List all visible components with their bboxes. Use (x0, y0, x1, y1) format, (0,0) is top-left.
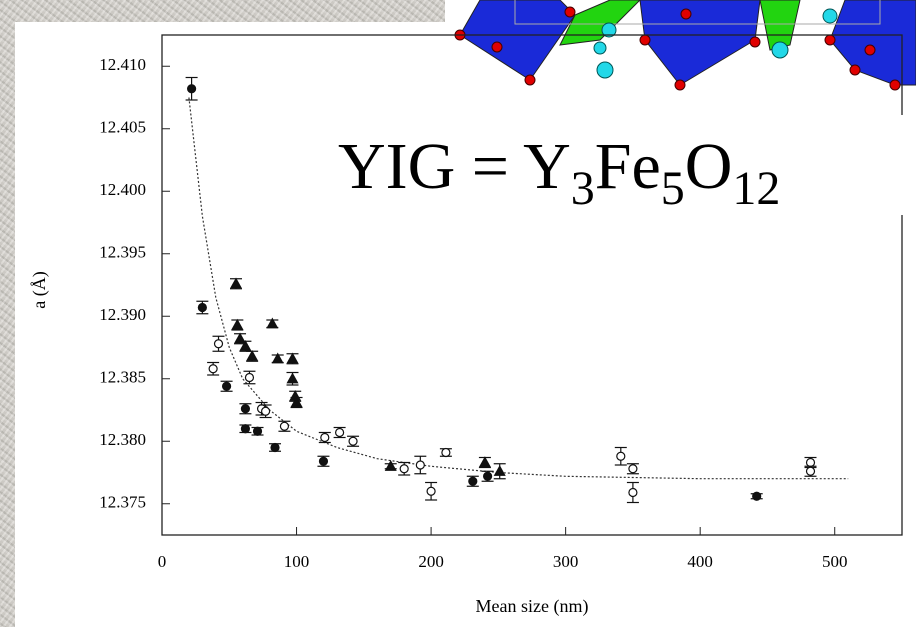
formula-text: O (685, 130, 733, 203)
point (246, 350, 259, 361)
unit-cell (514, 0, 881, 25)
point (290, 396, 303, 408)
point (244, 372, 255, 383)
formula-text: Fe (595, 130, 661, 203)
y-tick-label: 12.385 (99, 368, 146, 387)
point (335, 427, 345, 438)
annotation-background (330, 115, 905, 215)
y-tick-label: 12.395 (99, 243, 146, 262)
point (415, 460, 425, 470)
atom (889, 79, 901, 91)
point (493, 465, 506, 476)
atom (824, 34, 836, 46)
point (441, 447, 451, 458)
atom (596, 61, 614, 79)
atom (524, 74, 536, 86)
point (231, 318, 244, 330)
subscript: 5 (661, 162, 685, 215)
atom (864, 44, 876, 56)
atom (491, 41, 503, 53)
y-tick-label: 12.380 (99, 430, 146, 449)
atom (749, 36, 761, 48)
point (478, 456, 491, 468)
point (468, 476, 478, 486)
point (270, 442, 280, 453)
point (208, 364, 218, 374)
atom (593, 41, 607, 55)
point (271, 352, 284, 364)
x-tick-label: 400 (687, 552, 713, 571)
x-tick-label: 500 (822, 552, 848, 571)
y-tick-label: 12.375 (99, 493, 146, 512)
atom (849, 64, 861, 76)
x-axis-title: Mean size (nm) (476, 596, 589, 617)
atom (601, 22, 617, 38)
point (320, 432, 330, 443)
y-axis-title: a (Å) (29, 271, 50, 308)
point (252, 426, 263, 436)
atom (564, 6, 576, 18)
point (628, 464, 638, 474)
point (213, 339, 224, 349)
polyhedron (559, 0, 641, 46)
metal-atoms (593, 8, 838, 79)
x-tick-label: 0 (158, 552, 167, 571)
atom (674, 79, 686, 91)
point (384, 460, 397, 471)
point (752, 491, 762, 501)
x-tick-label: 100 (284, 552, 310, 571)
y-tick-label: 12.400 (99, 180, 146, 199)
y-tick-label: 12.410 (99, 55, 146, 74)
point (318, 456, 329, 466)
point (348, 436, 358, 446)
y-tick-label: 12.390 (99, 305, 146, 324)
point (187, 84, 197, 94)
y-tick-label: 12.405 (99, 118, 146, 137)
point (286, 352, 299, 364)
point (805, 457, 816, 468)
point (483, 471, 493, 481)
point (239, 340, 252, 351)
crystal-structure (445, 0, 916, 98)
point (261, 406, 271, 416)
point (221, 381, 232, 391)
subscript: 3 (571, 162, 595, 215)
point (426, 486, 436, 496)
figure-background (15, 22, 916, 627)
fit-curve (188, 97, 849, 480)
atom (822, 8, 838, 24)
point (266, 317, 279, 329)
x-tick-label: 300 (553, 552, 579, 571)
polyhedron (639, 0, 761, 86)
atom (680, 8, 692, 20)
point (616, 451, 626, 461)
point (229, 277, 243, 289)
point (628, 487, 638, 498)
point (399, 464, 409, 474)
point (240, 424, 251, 434)
point (234, 332, 247, 344)
point (197, 302, 207, 313)
subscript: 12 (732, 162, 780, 215)
plot-frame (161, 34, 903, 536)
oxygen-atoms (454, 6, 901, 91)
point (286, 372, 299, 384)
x-tick-label: 200 (418, 552, 444, 571)
atom (771, 41, 789, 59)
formula-text: YIG = Y (338, 130, 571, 203)
point (805, 466, 816, 476)
polyhedron (759, 0, 801, 51)
formula-annotation: YIG = Y3Fe5O12 (338, 130, 780, 215)
point (240, 404, 251, 414)
atom (639, 34, 651, 46)
point (279, 421, 290, 431)
